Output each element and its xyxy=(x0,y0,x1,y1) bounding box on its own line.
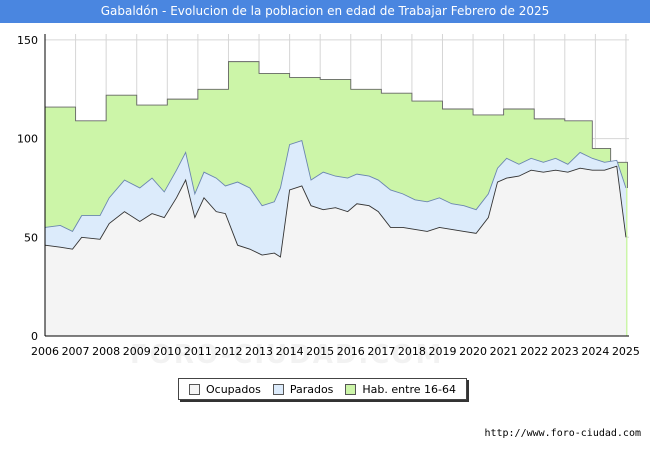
x-tick-label: 2013 xyxy=(245,345,273,358)
x-tick-label: 2018 xyxy=(398,345,426,358)
x-tick-label: 2023 xyxy=(551,345,579,358)
x-tick-label: 2011 xyxy=(184,345,212,358)
x-tick-label: 2014 xyxy=(276,345,304,358)
legend-item-parados: Parados xyxy=(272,382,334,396)
x-tick-label: 2016 xyxy=(337,345,365,358)
legend-swatch-parados xyxy=(272,383,284,395)
y-tick-label: 100 xyxy=(17,133,38,146)
legend-label-parados: Parados xyxy=(289,382,334,396)
area-ocupados xyxy=(45,166,626,336)
x-tick-label: 2007 xyxy=(62,345,90,358)
source-link[interactable]: http://www.foro-ciudad.com xyxy=(484,428,641,439)
x-tick-label: 2017 xyxy=(367,345,395,358)
x-tick-label: 2020 xyxy=(459,345,487,358)
x-tick-label: 2025 xyxy=(612,345,640,358)
x-tick-label: 2012 xyxy=(214,345,242,358)
legend-swatch-hab xyxy=(345,383,357,395)
y-tick-label: 0 xyxy=(31,330,38,343)
x-tick-label: 2008 xyxy=(92,345,120,358)
line-hab-entre-16-64 xyxy=(45,61,628,188)
legend: Ocupados Parados Hab. entre 16-64 xyxy=(178,378,467,400)
y-tick-label: 150 xyxy=(17,34,38,47)
x-tick-label: 2019 xyxy=(428,345,456,358)
x-tick-label: 2009 xyxy=(123,345,151,358)
line-parados xyxy=(44,140,627,232)
x-tick-label: 2022 xyxy=(520,345,548,358)
legend-label-hab: Hab. entre 16-64 xyxy=(362,382,456,396)
watermark-text: FORO-CIUDAD.COM xyxy=(130,340,444,370)
x-tick-label: 2024 xyxy=(581,345,609,358)
legend-item-ocupados: Ocupados xyxy=(188,382,261,396)
y-tick-label: 50 xyxy=(24,231,38,244)
line-ocupados xyxy=(44,165,627,258)
legend-item-hab: Hab. entre 16-64 xyxy=(345,383,456,396)
title-bar xyxy=(0,0,650,23)
legend-swatch-ocupados xyxy=(188,383,200,395)
legend-label-ocupados: Ocupados xyxy=(205,382,261,396)
x-tick-label: 2006 xyxy=(31,345,59,358)
x-tick-label: 2015 xyxy=(306,345,334,358)
x-tick-label: 2010 xyxy=(153,345,181,358)
x-tick-label: 2021 xyxy=(490,345,518,358)
chart-title: Gabaldón - Evolucion de la poblacion en … xyxy=(100,4,550,18)
